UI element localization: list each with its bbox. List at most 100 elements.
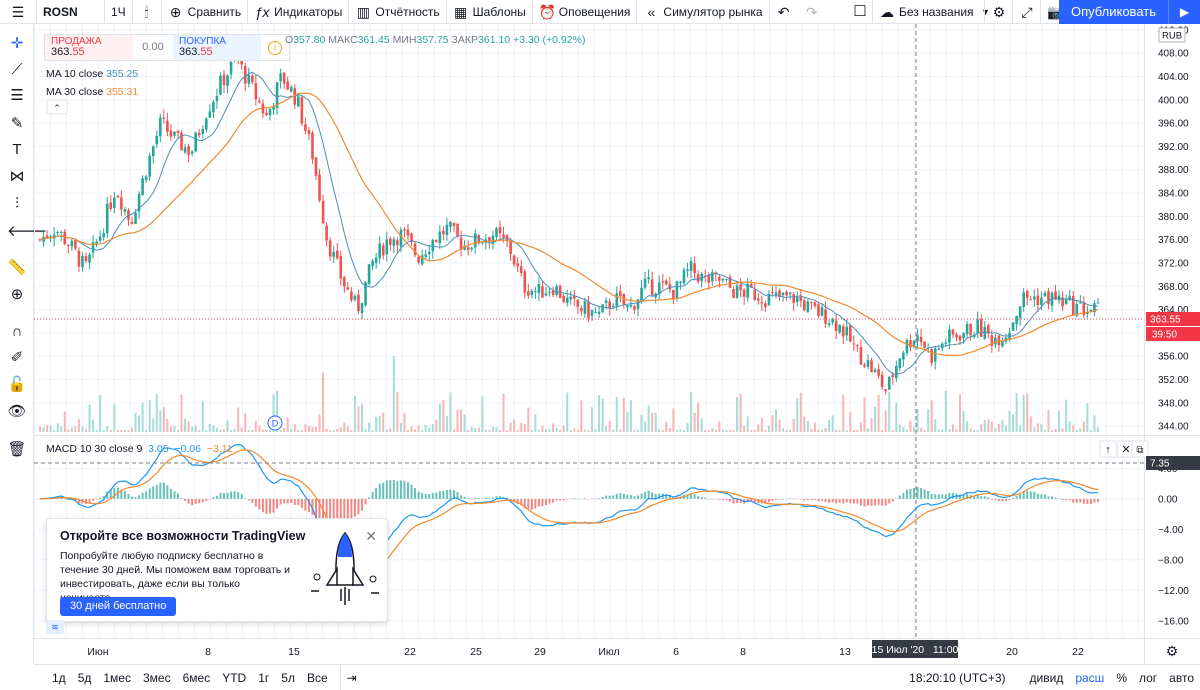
volume-bar xyxy=(1089,429,1092,432)
time-axis[interactable]: Июн 8 15 22 25 29 Июл 6 8 13 20 22 xyxy=(87,646,1084,658)
info-button[interactable]: i xyxy=(261,35,289,60)
candle-body xyxy=(841,326,845,337)
range-button-1д[interactable]: 1д xyxy=(52,670,66,685)
candle-body xyxy=(608,301,611,309)
chart-type-button[interactable]: 🕯 xyxy=(131,0,161,24)
candle-body xyxy=(884,389,887,392)
symbol-search-button[interactable]: ROSN xyxy=(36,0,104,24)
scale-option[interactable]: авто xyxy=(1169,671,1194,685)
volume-bar xyxy=(127,429,130,432)
ma30-legend[interactable]: MA 30 close 355.31 xyxy=(46,86,138,98)
ruler-tool[interactable]: 📏 xyxy=(7,258,27,278)
fib-tool[interactable]: ☰ xyxy=(7,86,27,106)
promo-close-button[interactable]: ✕ xyxy=(365,528,377,545)
macd-value-1: 3.05 xyxy=(148,443,169,455)
scale-option[interactable]: дивид xyxy=(1029,671,1064,685)
ma10-legend[interactable]: MA 10 close 355.25 xyxy=(46,68,138,80)
countdown-value: 39:50 xyxy=(1152,330,1177,341)
macd-hist-bar xyxy=(198,498,201,504)
volume-bar xyxy=(930,400,933,432)
compare-button[interactable]: ⊕ Сравнить xyxy=(160,0,247,24)
replay-button[interactable]: « Симулятор рынка xyxy=(636,0,768,24)
volume-bar xyxy=(445,415,448,432)
layout-name-button[interactable]: ☁ Без названия ▼ xyxy=(872,0,1000,24)
volume-bar xyxy=(389,428,392,432)
candle-body xyxy=(1086,312,1089,314)
magnet-tool[interactable]: ∩ xyxy=(7,322,27,342)
text-tool[interactable]: T xyxy=(7,140,27,160)
timezone-corner-icon[interactable]: ≋ xyxy=(46,620,64,634)
back-tool[interactable]: 🡐 xyxy=(7,222,47,242)
redo-button[interactable]: ↷ xyxy=(798,0,826,24)
dividend-marker[interactable]: D xyxy=(267,415,283,431)
candle-body xyxy=(1068,296,1071,301)
macd-axis[interactable]: 4.000.00−4.00−8.00−12.00−16.00 xyxy=(1158,464,1189,627)
brush-tool[interactable]: ✎ xyxy=(7,114,27,134)
goto-realtime-button[interactable]: ⧉ xyxy=(1131,440,1149,458)
macd-hist-bar xyxy=(545,498,547,506)
scale-option[interactable]: расш xyxy=(1075,671,1105,685)
pattern-tool[interactable]: ⋈ xyxy=(7,167,27,187)
macd-hist-bar xyxy=(353,498,356,517)
publish-button[interactable]: Опубликовать xyxy=(1058,0,1168,24)
settings-button[interactable]: ⚙ xyxy=(984,0,1013,24)
chart-settings-corner[interactable]: ⚙ xyxy=(1166,643,1179,659)
range-button-YTD[interactable]: YTD xyxy=(222,670,247,685)
candle-body xyxy=(155,135,159,145)
trend-line-tool[interactable]: ⟋ xyxy=(7,60,27,80)
price-tick-label: 392.00 xyxy=(1158,142,1189,153)
range-button-5л[interactable]: 5л xyxy=(281,670,295,685)
promo-trial-button[interactable]: 30 дней бесплатно xyxy=(60,597,177,616)
range-button-Все[interactable]: Все xyxy=(306,670,328,685)
prediction-tool[interactable]: ⫶ xyxy=(7,194,27,214)
candle-body xyxy=(987,325,990,334)
currency-badge[interactable]: RUB xyxy=(1158,27,1186,43)
crosshair-tool[interactable]: ✛ xyxy=(7,34,27,54)
fullscreen-toggle[interactable]: ☐ xyxy=(846,0,874,24)
templates-button[interactable]: ▦ Шаблоны xyxy=(445,0,532,24)
candle-body xyxy=(866,360,870,367)
scale-option[interactable]: лог xyxy=(1138,671,1158,685)
go-to-date-button[interactable]: ⇥ xyxy=(339,664,363,690)
lock-tool[interactable]: 🔓 xyxy=(7,375,27,395)
range-button-3мес[interactable]: 3мес xyxy=(142,670,171,685)
delete-tool[interactable]: 🗑 xyxy=(7,440,27,460)
macd-hist-bar xyxy=(994,498,997,501)
indicators-button[interactable]: ƒx Индикаторы xyxy=(247,0,348,24)
sell-button[interactable]: ПРОДАЖА 363.55 xyxy=(45,35,133,60)
stay-drawing-tool[interactable]: ✐ xyxy=(7,348,27,368)
publish-stream-button[interactable]: ▶ xyxy=(1168,0,1200,24)
reports-button[interactable]: ▥ Отчётность xyxy=(348,0,445,24)
fullscreen-button[interactable]: ⤢ xyxy=(1012,0,1041,24)
candle-body xyxy=(1001,341,1004,347)
range-button-5д[interactable]: 5д xyxy=(77,670,92,685)
hide-tool[interactable]: 👁 xyxy=(7,402,27,422)
volume-bar xyxy=(1040,424,1043,432)
volume-bar xyxy=(527,407,530,432)
macd-hist-bar xyxy=(1036,493,1039,499)
range-button-6мес[interactable]: 6мес xyxy=(182,670,211,685)
macd-hist-bar xyxy=(523,498,526,509)
range-button-1г[interactable]: 1г xyxy=(258,670,270,685)
scale-option[interactable]: % xyxy=(1116,671,1127,685)
macd-legend[interactable]: MACD 10 30 close 9 3.05 −0.06 −3.11 xyxy=(46,443,233,455)
volume-bar xyxy=(417,425,420,432)
range-button-1мес[interactable]: 1мес xyxy=(103,670,131,685)
buy-price-int: 363. xyxy=(179,46,201,58)
pane-up-button[interactable]: ↑ xyxy=(1099,440,1117,458)
drawing-toolbar: ✛ ⟋ ☰ ✎ T ⋈ ⫶ 🡐 📏 ⊕ ∩ ✐ 🔓 👁 🗑 xyxy=(0,24,47,664)
clock[interactable]: 18:20:10 (UTC+3) xyxy=(909,671,1006,685)
menu-button[interactable]: ☰ xyxy=(0,0,36,24)
macd-hist-bar xyxy=(184,498,187,501)
price-axis[interactable]: 412.00408.00404.00400.00396.00392.00388.… xyxy=(1158,25,1189,432)
candle-body xyxy=(1047,291,1050,304)
buy-button[interactable]: ПОКУПКА 363.55 xyxy=(173,35,261,60)
alerts-button[interactable]: ⏰ Оповещения xyxy=(531,0,637,24)
undo-button[interactable]: ↶ xyxy=(768,0,798,24)
low-value: 357.75 xyxy=(416,34,449,46)
zoom-tool[interactable]: ⊕ xyxy=(7,285,27,305)
interval-button[interactable]: 1Ч xyxy=(104,0,132,24)
volume-bar xyxy=(63,411,66,432)
collapse-legend-button[interactable]: ⌃ xyxy=(46,99,68,115)
candle-body xyxy=(657,282,661,295)
